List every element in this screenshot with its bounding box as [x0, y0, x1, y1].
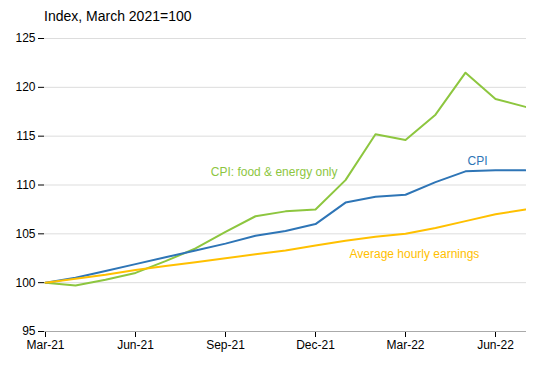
- svg-text:CPI: food & energy only: CPI: food & energy only: [211, 165, 338, 179]
- html-text:Index, March 2021=100: Index, March 2021=100: [44, 8, 192, 24]
- svg-text:Sep-21: Sep-21: [206, 338, 245, 352]
- svg-text:115: 115: [16, 129, 35, 143]
- svg-text:120: 120: [15, 80, 35, 94]
- svg-text:Dec-21: Dec-21: [296, 338, 335, 352]
- svg-text:Jun-21: Jun-21: [117, 338, 154, 352]
- svg-text:CPI: CPI: [468, 154, 488, 168]
- svg-text:100: 100: [15, 276, 35, 290]
- svg-text:125: 125: [15, 31, 35, 45]
- svg-text:Average hourly earnings: Average hourly earnings: [350, 247, 480, 261]
- svg-text:105: 105: [15, 227, 35, 241]
- svg-text:Mar-21: Mar-21: [26, 338, 64, 352]
- svg-text:110: 110: [16, 178, 35, 192]
- svg-text:95: 95: [22, 324, 36, 338]
- svg-text:Jun-22: Jun-22: [477, 338, 514, 352]
- svg-text:Mar-22: Mar-22: [386, 338, 424, 352]
